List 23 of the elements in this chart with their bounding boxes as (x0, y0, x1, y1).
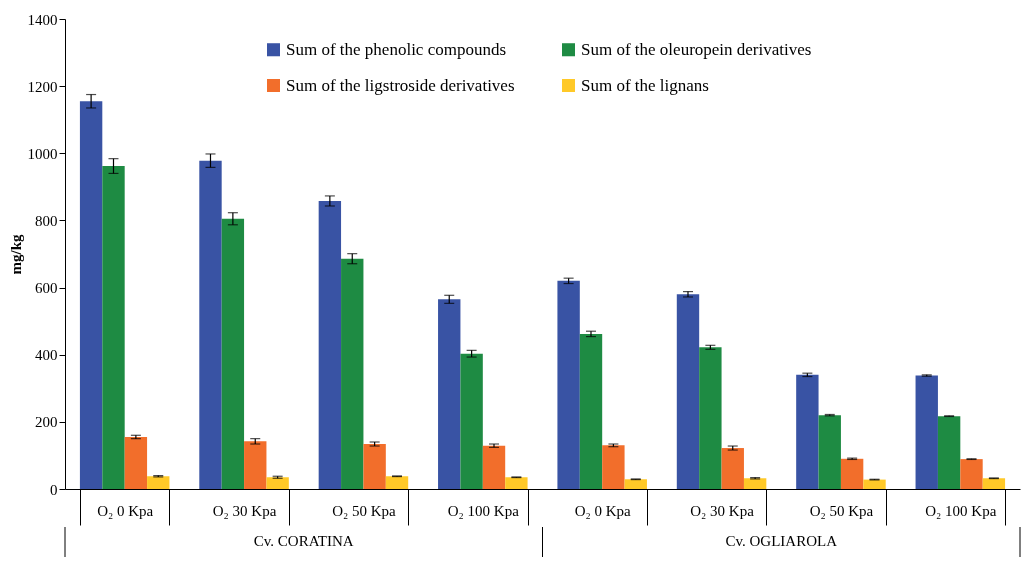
legend-label: Sum of the phenolic compounds (286, 39, 507, 59)
y-tick-label: 1200 (27, 78, 58, 95)
y-tick-label: 400 (35, 347, 58, 364)
text: Cv. CORATINA (253, 533, 354, 549)
y-tick-label: 1400 (27, 11, 58, 28)
legend-label: Sum of the ligstroside derivatives (286, 75, 515, 95)
legend-label: Sum of the lignans (581, 75, 709, 95)
x-tick-label: O₂ 100 Kpa (925, 502, 997, 519)
x-tick-label: O₂ 100 Kpa (447, 502, 520, 519)
y-tick-label: 0 (50, 481, 58, 498)
x-tick-label: O₂ 50 Kpa (809, 502, 874, 519)
y-tick-label: 600 (35, 280, 58, 297)
y-tick-label: 200 (35, 414, 58, 431)
y-axis-title: mg/kg (7, 234, 24, 275)
text: Cv. OGLIAROLA (725, 533, 838, 549)
x-tick-label: O₂ 50 Kpa (332, 502, 397, 519)
x-tick-label: O₂ 0 Kpa (574, 502, 632, 519)
x-tick-label: O₂ 0 Kpa (97, 502, 154, 519)
y-tick-label: 800 (35, 212, 58, 229)
legend-label: Sum of the oleuropein derivatives (581, 39, 812, 59)
x-tick-label: O₂ 30 Kpa (212, 502, 277, 519)
x-tick-label: O₂ 30 Kpa (690, 502, 755, 519)
y-tick-label: 1000 (27, 145, 58, 162)
